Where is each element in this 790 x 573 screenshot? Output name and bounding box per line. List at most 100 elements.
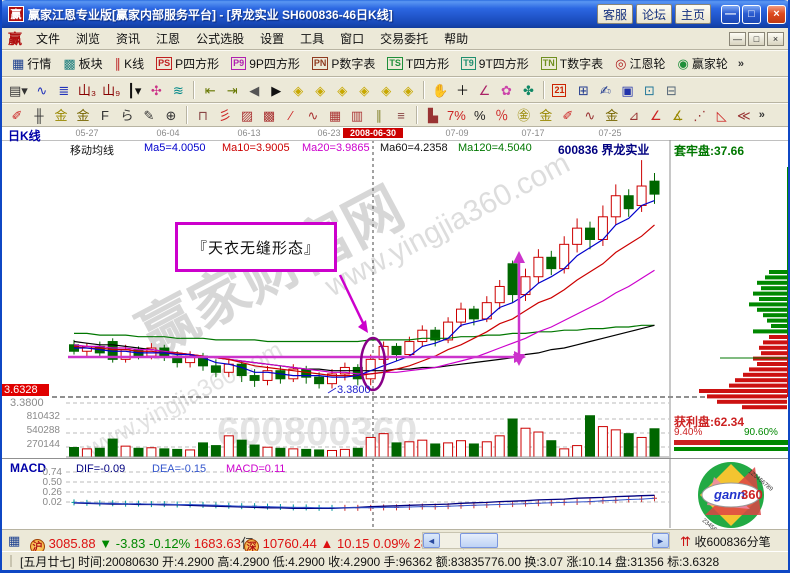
toolbar-gann-wheel-button[interactable]: ◎ 江恩轮 bbox=[610, 53, 670, 74]
mdi-close-button[interactable]: × bbox=[767, 31, 784, 46]
menu-item-工具[interactable]: 工具 bbox=[300, 31, 325, 46]
tool-speed-line-button[interactable]: ∕ bbox=[281, 105, 301, 125]
tool-next-bar-button[interactable]: ▶ bbox=[266, 80, 286, 100]
tool-gold-fence-1-button[interactable]: 金 bbox=[51, 105, 71, 125]
toolbar-9t-square-button[interactable]: T9 9T四方形 bbox=[456, 53, 534, 74]
tool-diamond-zoom-in-button[interactable]: ◈ bbox=[376, 80, 396, 100]
menu-item-公式选股[interactable]: 公式选股 bbox=[196, 31, 245, 46]
tool-first-page-button[interactable]: ⇤ bbox=[200, 80, 220, 100]
tool-wave-tool-button[interactable]: ∿ bbox=[303, 105, 323, 125]
tool-single-candle-button[interactable]: ┃▾ bbox=[124, 80, 144, 100]
tool-box-fan-button[interactable]: ▨ bbox=[237, 105, 257, 125]
annotation-box[interactable]: 『天衣无缝形态』 bbox=[175, 222, 337, 272]
tool-diamond-cross-button[interactable]: ◈ bbox=[332, 80, 352, 100]
tool-j-angle-button[interactable]: ⊿ bbox=[624, 105, 644, 125]
tool-print-button[interactable]: ⊟ bbox=[661, 80, 681, 100]
tool-diamond-left-button[interactable]: ◈ bbox=[288, 80, 308, 100]
tool-f-fence-button[interactable]: F bbox=[95, 105, 115, 125]
tool-gold-fence-2-button[interactable]: 金 bbox=[73, 105, 93, 125]
toolbar-p-square-button[interactable]: PS P四方形 bbox=[151, 53, 224, 74]
tool-bars-9-button[interactable]: 山₉ bbox=[100, 80, 122, 100]
tool-grid-tool-1-button[interactable]: ▦ bbox=[325, 105, 345, 125]
tool-f10-report-button[interactable]: ≣ bbox=[54, 80, 74, 100]
tool-calendar-button[interactable]: 21 bbox=[550, 80, 571, 100]
tool-parallel-tool-button[interactable]: ∥ bbox=[369, 105, 389, 125]
toolbar-sectors-button[interactable]: ▩ 板块 bbox=[58, 53, 107, 74]
scroll-right-button[interactable]: ► bbox=[652, 533, 669, 548]
menu-item-文件[interactable]: 文件 bbox=[36, 31, 61, 46]
tool-diamond-down-button[interactable]: ◈ bbox=[310, 80, 330, 100]
tool-gold-circle-button[interactable]: ㊎ bbox=[514, 105, 534, 125]
service-button[interactable]: 客服 bbox=[597, 4, 633, 24]
tool-volume-colors-button[interactable]: ≋ bbox=[168, 80, 188, 100]
tool-angle-pen-button[interactable]: ∠ bbox=[474, 80, 494, 100]
tool-gold-line-button[interactable]: 金 bbox=[536, 105, 556, 125]
tool-percent-7-button[interactable]: 7% bbox=[445, 105, 468, 125]
tool-multi-angle-button[interactable]: ≪ bbox=[734, 105, 754, 125]
toolbar-winner-wheel-button[interactable]: ◉ 赢家轮 bbox=[673, 53, 733, 74]
mdi-minimize-button[interactable]: — bbox=[729, 31, 746, 46]
menu-item-资讯[interactable]: 资讯 bbox=[116, 31, 141, 46]
tool-calculator-button[interactable]: ⊞ bbox=[573, 80, 593, 100]
tool-prev-bar-button[interactable]: ◀ bbox=[244, 80, 264, 100]
tool-hand-tool-button[interactable]: ✋ bbox=[430, 80, 450, 100]
menu-item-江恩[interactable]: 江恩 bbox=[156, 31, 181, 46]
tool-brush-tool-button[interactable]: ✐ bbox=[7, 105, 27, 125]
tool-save-button[interactable]: ▣ bbox=[617, 80, 637, 100]
tool-bars-3-button[interactable]: 山₃ bbox=[76, 80, 98, 100]
horizontal-scrollbar[interactable]: ◄ ► bbox=[422, 532, 670, 549]
chart-area[interactable]: 赢家财富网www.yingjia360.comwww.yingjia360.co… bbox=[2, 127, 788, 529]
toolbar-overflow[interactable]: » bbox=[737, 57, 744, 70]
board-icon[interactable]: ▦ bbox=[8, 533, 21, 548]
tool-notebook-button[interactable]: ✍ bbox=[595, 80, 615, 100]
toolbar-t-square-button[interactable]: TS T四方形 bbox=[382, 53, 454, 74]
toolbar-t-number-button[interactable]: TN T数字表 bbox=[536, 53, 608, 74]
tool-f-angle-button[interactable]: ∠ bbox=[646, 105, 666, 125]
tool-gold-angle-2-button[interactable]: ∡ bbox=[668, 105, 688, 125]
kline-chart[interactable]: 赢家财富网www.yingjia360.comwww.yingjia360.co… bbox=[2, 127, 788, 529]
scroll-thumb[interactable] bbox=[460, 533, 498, 548]
tool-last-page-button[interactable]: ⇥ bbox=[222, 80, 242, 100]
toolbar-overflow[interactable]: » bbox=[758, 109, 765, 121]
tool-kline-style-button[interactable]: ▤▾ bbox=[7, 80, 30, 100]
tool-zigzag-tool-button[interactable]: ∿ bbox=[32, 80, 52, 100]
home-button[interactable]: 主页 bbox=[675, 4, 711, 24]
tool-fan-lines-button[interactable]: 彡 bbox=[215, 105, 235, 125]
toolbar-quotes-button[interactable]: ▦ 行情 bbox=[7, 53, 56, 74]
tool-compass-tool-button[interactable]: ⊕ bbox=[161, 105, 181, 125]
close-button[interactable]: × bbox=[767, 4, 786, 24]
mdi-restore-button[interactable]: □ bbox=[748, 31, 765, 46]
tool-knot-tool-button[interactable]: ✤ bbox=[518, 80, 538, 100]
menu-item-帮助[interactable]: 帮助 bbox=[444, 31, 469, 46]
toolbar-kline-button[interactable]: ∥ K线 bbox=[110, 53, 150, 74]
scroll-left-button[interactable]: ◄ bbox=[423, 533, 440, 548]
tool-ladder-tool-button[interactable]: ▙ bbox=[423, 105, 443, 125]
menu-item-交易委托[interactable]: 交易委托 bbox=[380, 31, 429, 46]
tool-percent-button[interactable]: % bbox=[470, 105, 490, 125]
tool-diamond-move-button[interactable]: ◈ bbox=[354, 80, 374, 100]
tool-capture-button[interactable]: ⊡ bbox=[639, 80, 659, 100]
tool-arrow-pen-button[interactable]: ✐ bbox=[558, 105, 578, 125]
tool-shaded-angle-button[interactable]: ◺ bbox=[712, 105, 732, 125]
tool-gold-angle-1-button[interactable]: 金 bbox=[602, 105, 622, 125]
tool-crosshair-tool-button[interactable]: ＋ bbox=[452, 80, 472, 100]
tool-pen-knife-button[interactable]: ✎ bbox=[139, 105, 159, 125]
tool-pattern-tool-button[interactable]: ✣ bbox=[146, 80, 166, 100]
tool-box-grid-button[interactable]: ▩ bbox=[259, 105, 279, 125]
tool-slats-tool-button[interactable]: ≡ bbox=[391, 105, 411, 125]
tool-percent-line-button[interactable]: ％ bbox=[492, 105, 512, 125]
menu-item-设置[interactable]: 设置 bbox=[260, 31, 285, 46]
menu-item-浏览[interactable]: 浏览 bbox=[76, 31, 101, 46]
tool-spiral-tool-button[interactable]: ら bbox=[117, 105, 137, 125]
scroll-track[interactable] bbox=[440, 533, 652, 548]
tool-speed-resist-button[interactable]: ⋰ bbox=[690, 105, 710, 125]
tool-gann-wave-button[interactable]: ∿ bbox=[580, 105, 600, 125]
tool-diamond-zoom-out-button[interactable]: ◈ bbox=[398, 80, 418, 100]
toolbar-p-number-button[interactable]: PN P数字表 bbox=[307, 53, 381, 74]
menu-item-窗口[interactable]: 窗口 bbox=[340, 31, 365, 46]
forum-button[interactable]: 论坛 bbox=[636, 4, 672, 24]
tool-ribbon-tool-button[interactable]: ✿ bbox=[496, 80, 516, 100]
toolbar-9p-square-button[interactable]: P9 9P四方形 bbox=[226, 53, 305, 74]
tool-grid-tool-2-button[interactable]: ▥ bbox=[347, 105, 367, 125]
tool-t-square-tool-button[interactable]: ⊓ bbox=[193, 105, 213, 125]
